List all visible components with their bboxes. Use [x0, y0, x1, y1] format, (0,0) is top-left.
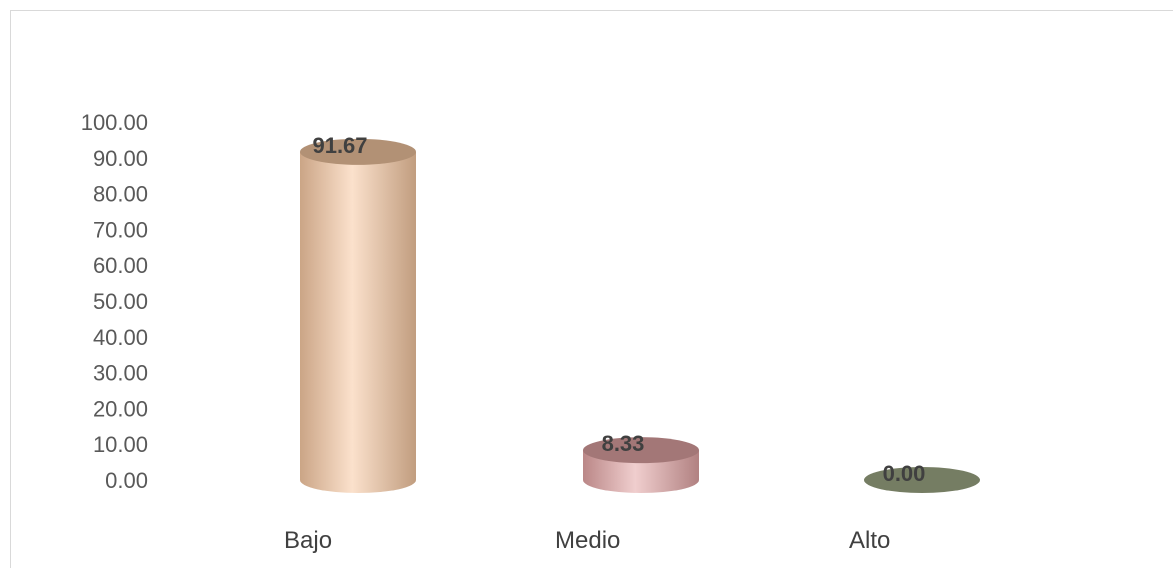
y-axis: 0.00 10.00 20.00 30.00 40.00 50.00 60.00 70.00 8… [81, 110, 148, 493]
bar-bajo [300, 138, 416, 493]
category-label-alto: Alto [849, 527, 890, 554]
y-tick-label: 80.00 [93, 182, 148, 207]
y-tick-label: 30.00 [93, 361, 148, 386]
y-tick-label: 20.00 [93, 396, 148, 421]
data-label: 91.67 [312, 133, 367, 158]
bar-alto [864, 467, 980, 493]
chart-area [10, 10, 1173, 568]
category-label-medio: Medio [555, 527, 620, 554]
y-tick-label: 10.00 [93, 432, 148, 457]
y-tick-label: 50.00 [93, 289, 148, 314]
y-tick-label: 70.00 [93, 217, 148, 242]
x-axis: Bajo Medio Alto [284, 527, 890, 554]
y-tick-label: 90.00 [93, 146, 148, 171]
category-label-bajo: Bajo [284, 527, 332, 554]
y-tick-label: 40.00 [93, 325, 148, 350]
y-tick-label: 100.00 [81, 110, 148, 135]
data-label: 8.33 [602, 431, 645, 456]
data-label: 0.00 [883, 461, 926, 486]
bar-body [300, 151, 416, 493]
data-labels: 91.67 8.33 0.00 [312, 133, 925, 486]
bars [300, 138, 980, 493]
bar-top [300, 138, 416, 165]
bar-top [864, 467, 980, 493]
y-tick-label: 60.00 [93, 253, 148, 278]
bar-medio [583, 437, 699, 493]
bar-top [583, 437, 699, 464]
y-tick-label: 0.00 [105, 468, 148, 493]
